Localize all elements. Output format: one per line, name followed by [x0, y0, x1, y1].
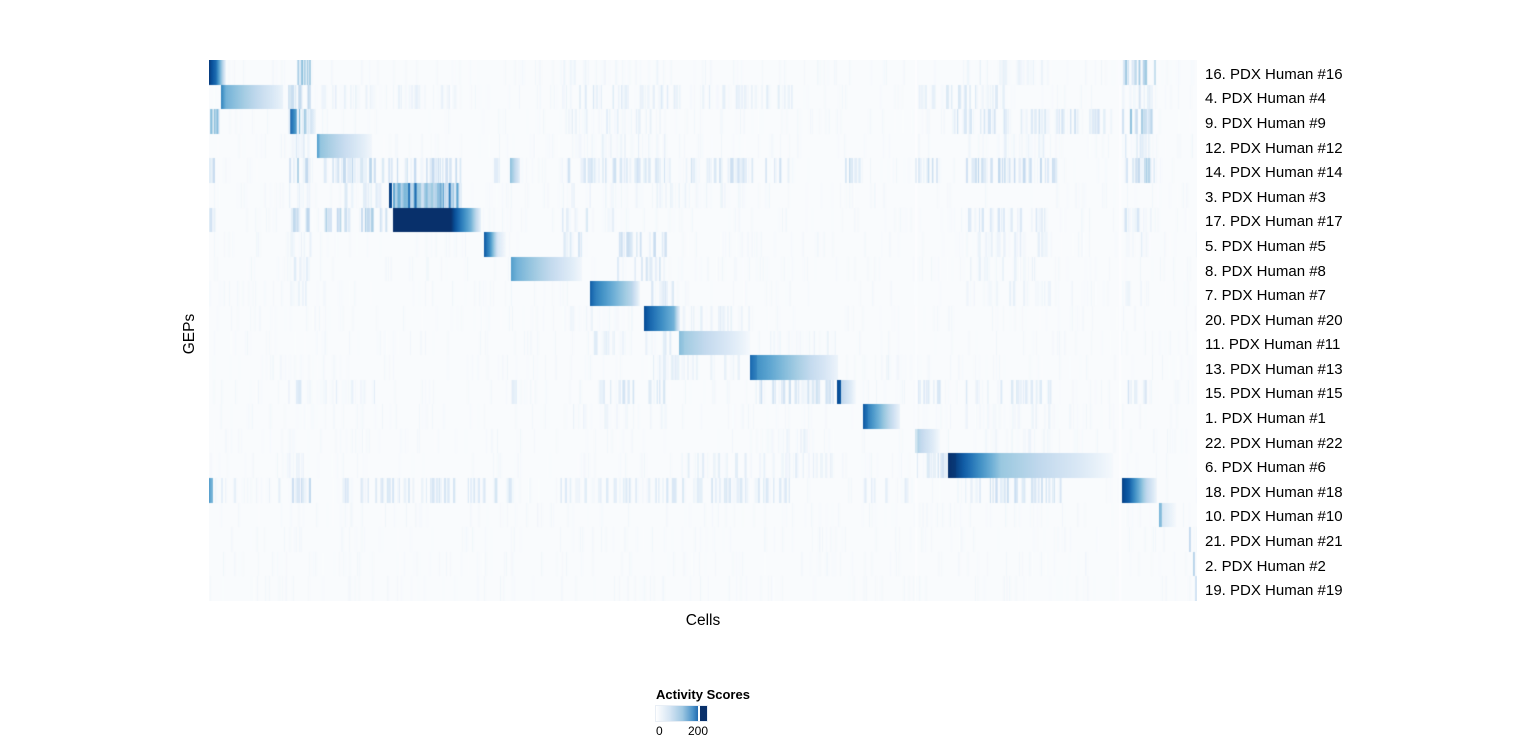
row-label: 22. PDX Human #22 [1205, 434, 1343, 452]
row-label: 6. PDX Human #6 [1205, 459, 1326, 477]
legend: Activity Scores 0 200 [655, 687, 816, 740]
row-label: 2. PDX Human #2 [1205, 557, 1326, 575]
row-label: 3. PDX Human #3 [1205, 188, 1326, 206]
legend-colorbar [655, 705, 708, 722]
row-label: 17. PDX Human #17 [1205, 213, 1343, 231]
row-label: 1. PDX Human #1 [1205, 410, 1326, 428]
row-labels-axis: 16. PDX Human #16 4. PDX Human #4 9. PDX H… [1205, 60, 1525, 601]
row-label: 5. PDX Human #5 [1205, 237, 1326, 255]
row-label: 9. PDX Human #9 [1205, 114, 1326, 132]
row-label: 14. PDX Human #14 [1205, 164, 1343, 182]
row-label: 12. PDX Human #12 [1205, 139, 1343, 157]
row-label: 10. PDX Human #10 [1205, 508, 1343, 526]
row-label: 13. PDX Human #13 [1205, 360, 1343, 378]
row-label: 7. PDX Human #7 [1205, 287, 1326, 305]
row-label: 20. PDX Human #20 [1205, 311, 1343, 329]
heatmap-plot [209, 60, 1197, 601]
row-label: 19. PDX Human #19 [1205, 582, 1343, 600]
legend-title: Activity Scores [656, 687, 750, 702]
row-label: 11. PDX Human #11 [1205, 336, 1341, 354]
x-axis-label: Cells [685, 612, 721, 629]
row-label: 21. PDX Human #21 [1205, 533, 1343, 551]
row-label: 4. PDX Human #4 [1205, 90, 1326, 108]
legend-tick-label-200: 200 [688, 724, 709, 738]
legend-tick-label-min: 0 [656, 724, 663, 738]
row-label: 8. PDX Human #8 [1205, 262, 1326, 280]
row-label: 18. PDX Human #18 [1205, 483, 1343, 501]
row-label: 16. PDX Human #16 [1205, 65, 1343, 83]
row-label: 15. PDX Human #15 [1205, 385, 1343, 403]
legend-tick-mark [698, 706, 700, 721]
y-axis-label: GEPs [181, 313, 198, 355]
legend-tick-labels: 0 200 [656, 724, 756, 740]
